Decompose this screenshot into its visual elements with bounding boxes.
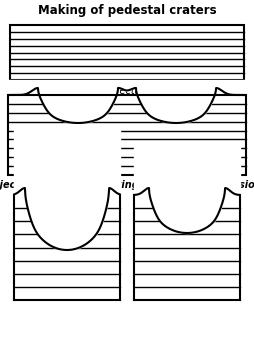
Bar [8, 95, 246, 175]
Bar [8, 95, 246, 175]
Text: Impacts leave ejecta around craters: Impacts leave ejecta around craters [39, 86, 215, 96]
Text: Ejecta protects underlying material from erosion: Ejecta protects underlying material from… [0, 180, 254, 190]
Text: Making of pedestal craters: Making of pedestal craters [38, 4, 216, 17]
Bar [14, 195, 120, 300]
Bar [10, 25, 244, 80]
Bar [134, 195, 240, 300]
